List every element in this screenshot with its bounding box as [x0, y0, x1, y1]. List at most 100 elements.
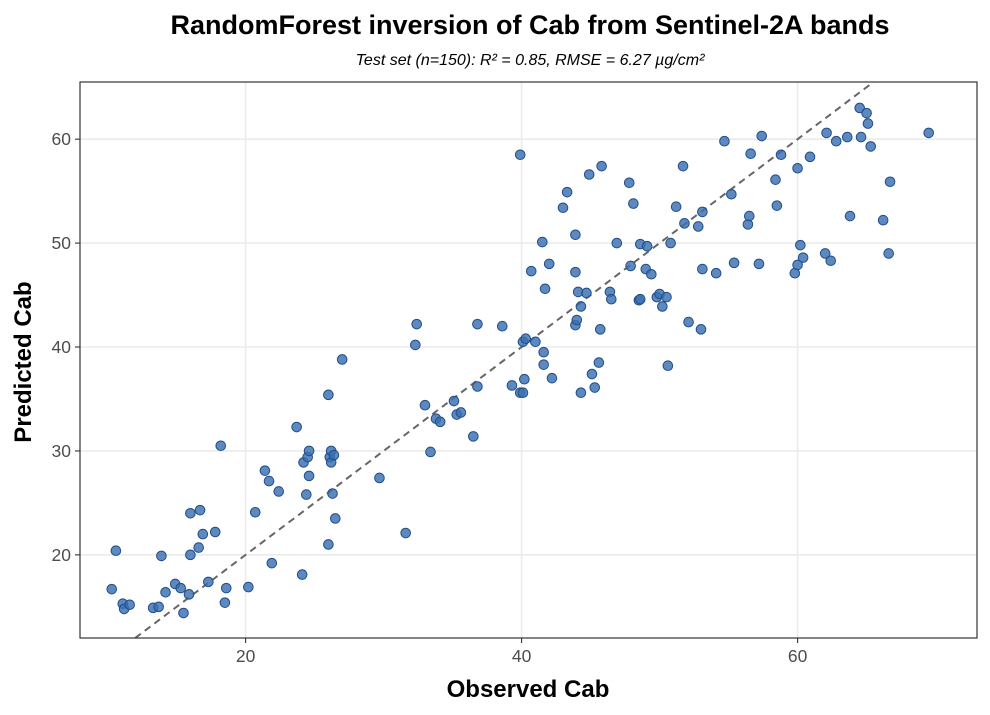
- data-point: [575, 387, 587, 399]
- data-point: [263, 475, 275, 487]
- data-point: [249, 506, 261, 518]
- data-point: [197, 528, 209, 540]
- data-point: [303, 445, 315, 457]
- data-point: [400, 527, 411, 539]
- x-tick-label: 60: [788, 646, 808, 666]
- data-point: [728, 257, 740, 269]
- data-point: [434, 416, 446, 428]
- data-point: [455, 407, 467, 418]
- data-point: [596, 160, 607, 172]
- y-tick-label: 20: [52, 545, 72, 565]
- data-point: [611, 237, 623, 249]
- x-tick-label: 20: [236, 646, 256, 666]
- data-point: [861, 107, 872, 119]
- data-point: [472, 318, 483, 330]
- data-point: [884, 176, 896, 188]
- data-point: [468, 431, 479, 442]
- data-point: [185, 507, 196, 519]
- data-point: [106, 583, 118, 595]
- data-point: [628, 198, 639, 209]
- data-point: [301, 489, 312, 500]
- data-point: [411, 318, 423, 330]
- data-point: [923, 127, 935, 139]
- data-point: [726, 188, 737, 200]
- data-point: [539, 283, 551, 295]
- data-point: [570, 229, 581, 241]
- data-point: [589, 382, 601, 393]
- data-point: [770, 174, 781, 185]
- data-point: [792, 162, 803, 174]
- x-tick-label: 40: [512, 646, 532, 666]
- data-point: [561, 186, 573, 198]
- data-point: [194, 504, 206, 516]
- data-point: [775, 149, 787, 161]
- data-point: [517, 387, 529, 399]
- data-point: [291, 421, 302, 433]
- data-point: [571, 314, 583, 326]
- data-point: [336, 354, 348, 365]
- data-point: [546, 372, 558, 384]
- data-point: [593, 357, 605, 368]
- data-point: [472, 381, 483, 392]
- data-point: [219, 597, 231, 608]
- data-point: [877, 214, 889, 226]
- data-point: [538, 346, 549, 358]
- data-point: [804, 151, 816, 163]
- data-point: [594, 324, 606, 335]
- one-to-one-reference-line: [134, 81, 875, 639]
- data-point: [697, 263, 708, 275]
- data-point: [525, 265, 537, 277]
- data-point: [185, 549, 196, 561]
- data-point: [865, 141, 877, 152]
- y-tick-label: 40: [52, 337, 72, 357]
- data-point: [819, 248, 831, 259]
- data-point: [753, 258, 765, 270]
- axis-ticks: 20 40 60 20 30 40 50 60: [52, 129, 808, 666]
- data-point: [792, 259, 803, 271]
- data-point: [719, 135, 730, 147]
- data-point: [797, 252, 809, 263]
- data-point: [841, 131, 853, 143]
- data-point: [530, 336, 541, 348]
- data-point: [679, 218, 690, 229]
- y-tick-label: 30: [52, 441, 72, 461]
- data-point: [243, 581, 254, 593]
- data-point: [821, 127, 832, 139]
- data-point: [657, 301, 668, 312]
- data-point: [570, 266, 581, 278]
- data-point: [160, 586, 171, 598]
- data-points: [106, 102, 935, 619]
- data-point: [259, 465, 271, 476]
- data-point: [862, 118, 874, 129]
- plot-panel-border: [79, 81, 978, 639]
- data-point: [448, 395, 460, 407]
- data-point: [662, 360, 674, 372]
- data-point: [328, 449, 340, 461]
- data-point: [296, 569, 308, 580]
- data-point: [220, 582, 232, 594]
- data-point: [543, 258, 555, 270]
- y-tick-label: 60: [52, 129, 72, 149]
- data-point: [883, 248, 894, 259]
- data-point: [692, 221, 704, 232]
- data-point: [634, 293, 646, 305]
- data-point: [520, 333, 532, 344]
- data-point: [581, 287, 592, 299]
- data-point: [646, 268, 657, 280]
- data-point: [771, 200, 783, 211]
- data-point: [697, 206, 708, 218]
- data-point: [419, 399, 431, 411]
- data-point: [273, 486, 285, 497]
- data-point: [506, 380, 518, 391]
- data-point: [203, 576, 214, 588]
- data-point: [661, 291, 672, 303]
- data-point: [575, 301, 587, 312]
- data-point: [557, 202, 569, 214]
- data-point: [183, 589, 195, 600]
- data-point: [193, 542, 204, 553]
- data-point: [695, 324, 707, 335]
- reference-line-group: [134, 81, 875, 639]
- data-point: [795, 239, 806, 251]
- data-point: [496, 320, 508, 332]
